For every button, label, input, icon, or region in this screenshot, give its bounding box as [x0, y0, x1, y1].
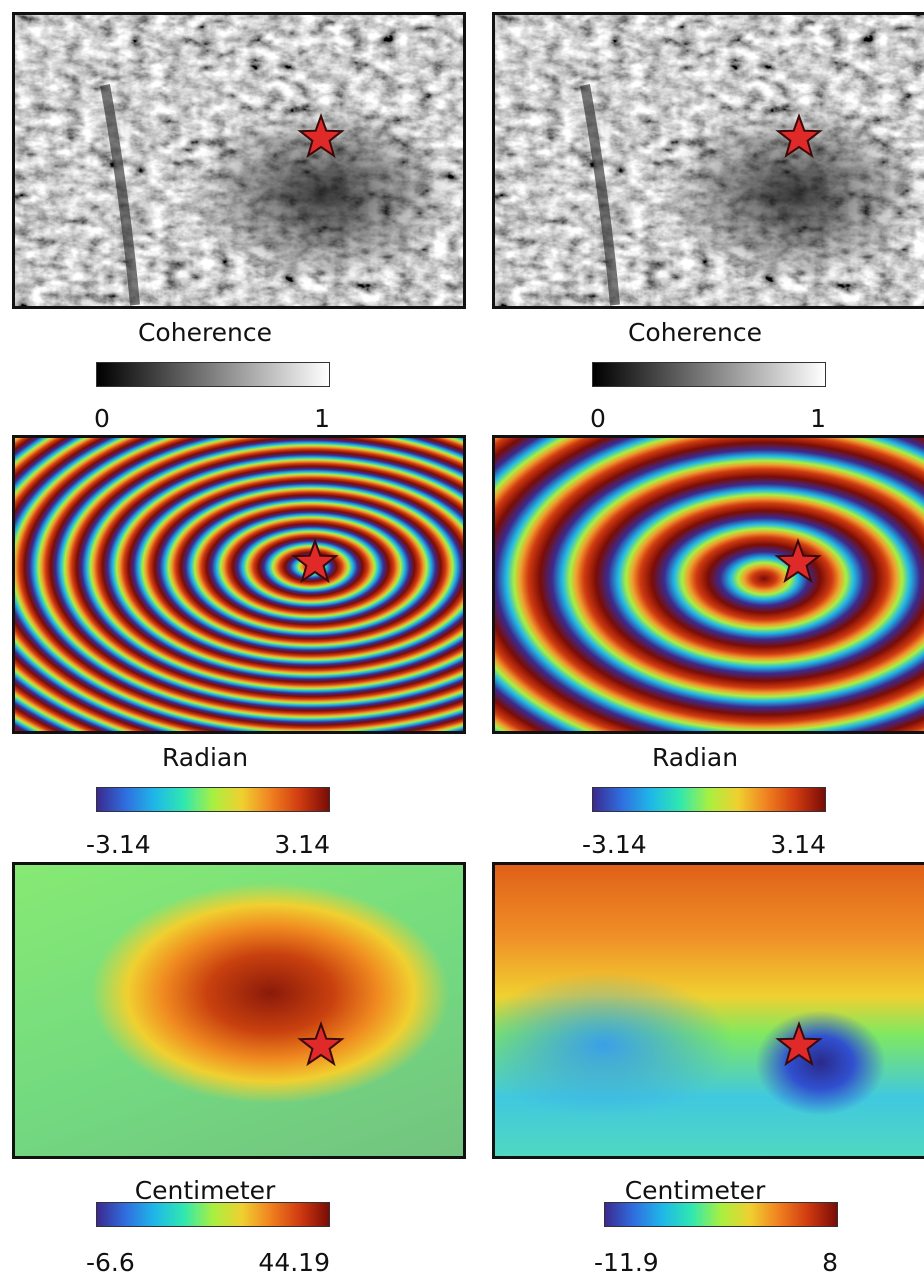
- colorbar: [604, 1202, 838, 1227]
- map-panel: [492, 862, 924, 1159]
- colorbar-label: Coherence: [138, 320, 272, 345]
- map-image: [495, 438, 924, 734]
- map-panel: [12, 12, 466, 309]
- colorbar-label: Radian: [162, 745, 248, 770]
- colorbar: [592, 787, 826, 812]
- colorbar-min: -3.14: [86, 832, 151, 857]
- epicenter-star: [294, 541, 336, 581]
- map-panel: [12, 862, 466, 1159]
- colorbar: [96, 1202, 330, 1227]
- colorbar-min: 0: [590, 406, 606, 431]
- epicenter-star: [778, 1024, 820, 1064]
- colorbar-max: 1: [314, 406, 330, 431]
- colorbar: [96, 362, 330, 387]
- colorbar-min: -3.14: [582, 832, 647, 857]
- map-image: [495, 865, 924, 1159]
- colorbar-max: 3.14: [770, 832, 826, 857]
- colorbar: [592, 362, 826, 387]
- colorbar-max: 1: [810, 406, 826, 431]
- colorbar-min: -11.9: [594, 1250, 659, 1275]
- colorbar-label: Centimeter: [625, 1178, 766, 1203]
- map-image: [15, 438, 466, 734]
- colorbar-label: Coherence: [628, 320, 762, 345]
- map-panel: [492, 435, 924, 734]
- map-image: [495, 15, 924, 309]
- figure: Coherence 0 1 Coherence 0 1 Radian -3.14 3.14 Rad…: [0, 0, 924, 1279]
- map-image: [15, 865, 466, 1159]
- map-panel: [12, 435, 466, 734]
- colorbar-min: -6.6: [86, 1250, 135, 1275]
- colorbar-label: Centimeter: [135, 1178, 276, 1203]
- map-panel: [492, 12, 924, 309]
- colorbar-max: 44.19: [258, 1250, 330, 1275]
- map-image: [15, 15, 466, 309]
- colorbar-min: 0: [94, 406, 110, 431]
- colorbar: [96, 787, 330, 812]
- epicenter-star: [300, 1024, 342, 1064]
- colorbar-max: 3.14: [274, 832, 330, 857]
- colorbar-max: 8: [822, 1250, 838, 1275]
- colorbar-label: Radian: [652, 745, 738, 770]
- epicenter-star: [777, 541, 819, 581]
